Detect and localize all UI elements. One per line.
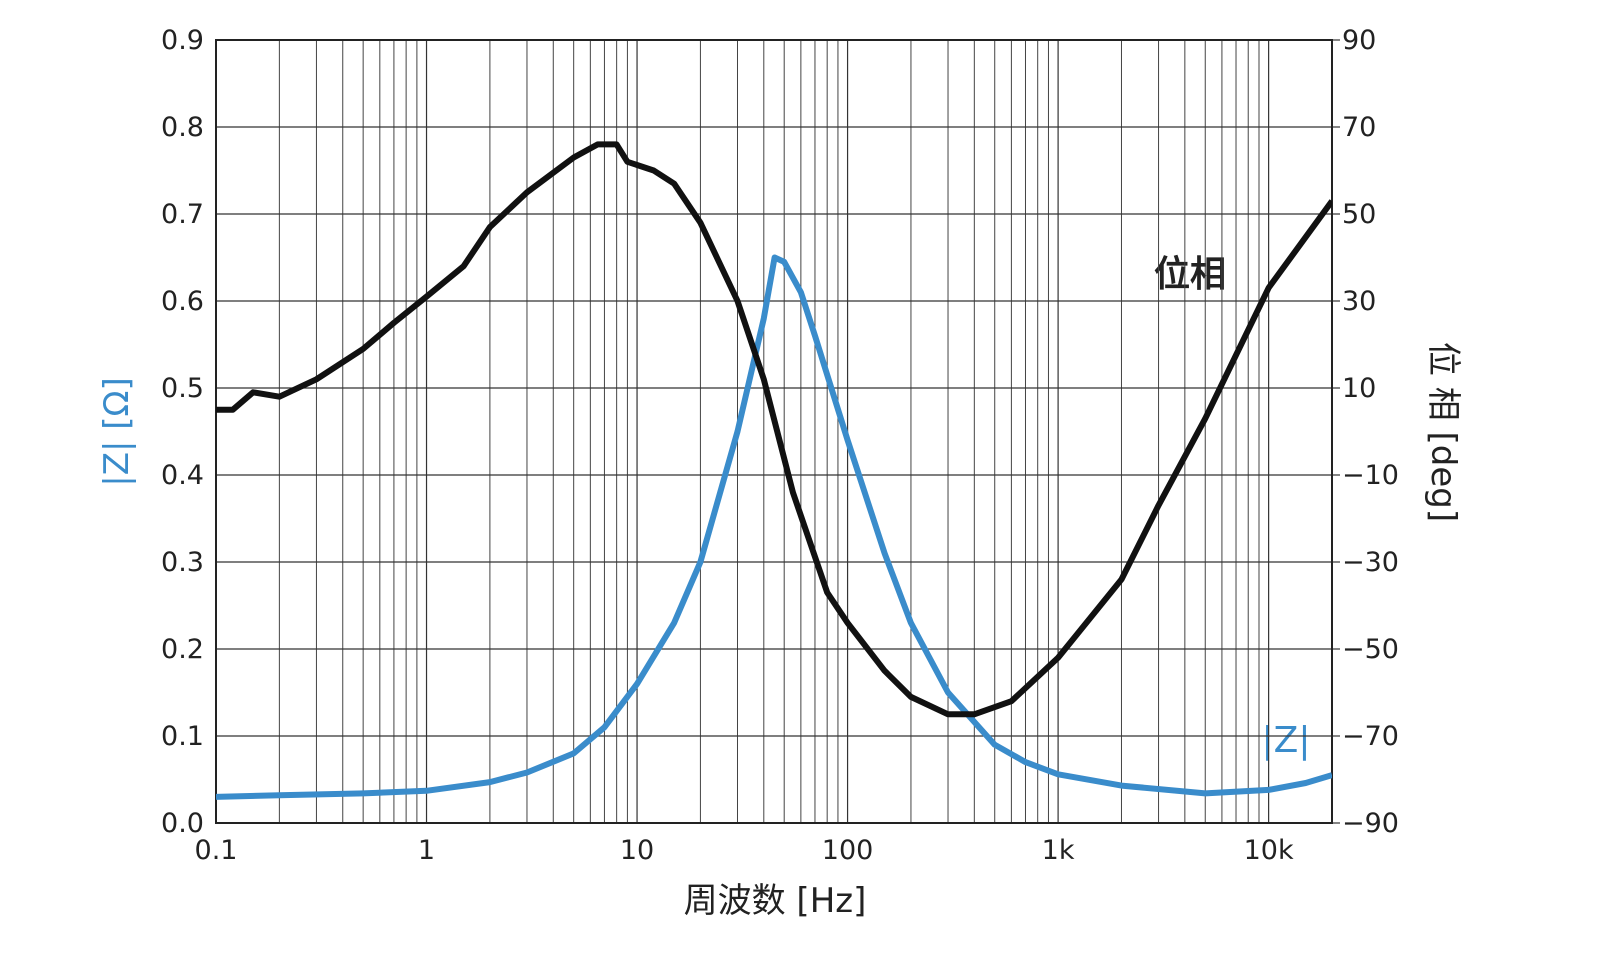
y-tick-label: 0.5 (161, 373, 204, 404)
x-tick-label: 100 (822, 835, 874, 866)
y-tick-label: 0.4 (161, 460, 204, 491)
y-tick-label: 0.1 (161, 721, 204, 752)
y2-tick-label: −70 (1342, 721, 1399, 752)
y2-tick-label: 10 (1342, 373, 1376, 404)
x-tick-label: 10 (620, 835, 654, 866)
series-line (216, 141, 1332, 718)
y2-tick-label: 50 (1342, 199, 1376, 230)
y2-tick-label: −10 (1342, 460, 1399, 491)
y-tick-label: 0.2 (161, 634, 204, 665)
y2-tick-label: 70 (1342, 112, 1376, 143)
y2-tick-label: −30 (1342, 547, 1399, 578)
y-tick-label: 0.6 (161, 286, 204, 317)
plot-frame (215, 39, 1333, 824)
series-annotation: |Z| (1262, 720, 1311, 761)
y-tick-label: 0.0 (161, 808, 204, 839)
y2-tick-label: 30 (1342, 286, 1376, 317)
y-tick-label: 0.9 (161, 25, 204, 56)
x-tick-label: 0.1 (195, 835, 238, 866)
y-tick-label: 0.3 (161, 547, 204, 578)
y-axis-label: |Z| [Ω] (97, 377, 137, 487)
x-tick-label: 1k (1042, 835, 1075, 866)
y2-tick-label: 90 (1342, 25, 1376, 56)
series-line (216, 254, 1332, 800)
y2-tick-label: −90 (1342, 808, 1399, 839)
x-axis-label: 周波数 [Hz] (684, 881, 867, 921)
y2-axis-label: 位 相 [deg] (1423, 342, 1463, 522)
x-tick-label: 10k (1244, 835, 1294, 866)
y-tick-label: 0.7 (161, 199, 204, 230)
y-tick-label: 0.8 (161, 112, 204, 143)
y2-tick-label: −50 (1342, 634, 1399, 665)
series-annotation: 位相 (1154, 254, 1226, 295)
x-tick-label: 1 (418, 835, 435, 866)
